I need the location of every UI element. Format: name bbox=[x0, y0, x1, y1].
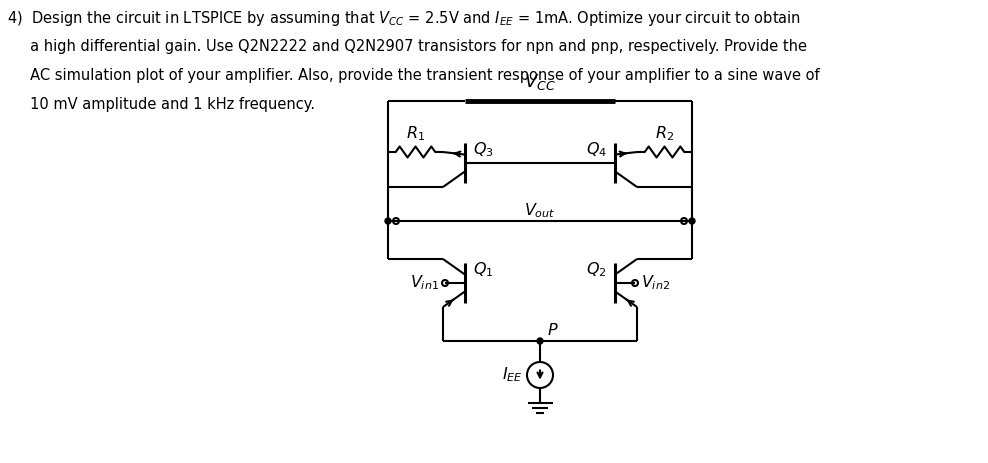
Text: AC simulation plot of your amplifier. Also, provide the transient response of yo: AC simulation plot of your amplifier. Al… bbox=[7, 68, 820, 83]
Text: 10 mV amplitude and 1 kHz frequency.: 10 mV amplitude and 1 kHz frequency. bbox=[7, 98, 315, 113]
Text: $I_{EE}$: $I_{EE}$ bbox=[502, 366, 523, 384]
Text: $Q_4$: $Q_4$ bbox=[586, 140, 607, 159]
Text: $Q_1$: $Q_1$ bbox=[473, 260, 494, 279]
Text: $V_{in1}$: $V_{in1}$ bbox=[410, 274, 439, 292]
Text: $V_{in2}$: $V_{in2}$ bbox=[641, 274, 670, 292]
Text: $V_{out}$: $V_{out}$ bbox=[525, 201, 556, 220]
Circle shape bbox=[537, 338, 543, 344]
Text: $R_2$: $R_2$ bbox=[655, 124, 674, 143]
Text: $R_1$: $R_1$ bbox=[406, 124, 425, 143]
Text: $V_{CC}$: $V_{CC}$ bbox=[524, 72, 556, 92]
Text: $P$: $P$ bbox=[547, 322, 558, 338]
Text: $Q_2$: $Q_2$ bbox=[587, 260, 607, 279]
Text: a high differential gain. Use Q2N2222 and Q2N2907 transistors for npn and pnp, r: a high differential gain. Use Q2N2222 an… bbox=[7, 38, 807, 54]
Circle shape bbox=[689, 218, 695, 224]
Text: $Q_3$: $Q_3$ bbox=[473, 140, 494, 159]
Text: 4)  Design the circuit in LTSPICE by assuming that $V_{CC}$ = 2.5V and $I_{EE}$ : 4) Design the circuit in LTSPICE by assu… bbox=[7, 9, 801, 28]
Circle shape bbox=[385, 218, 391, 224]
